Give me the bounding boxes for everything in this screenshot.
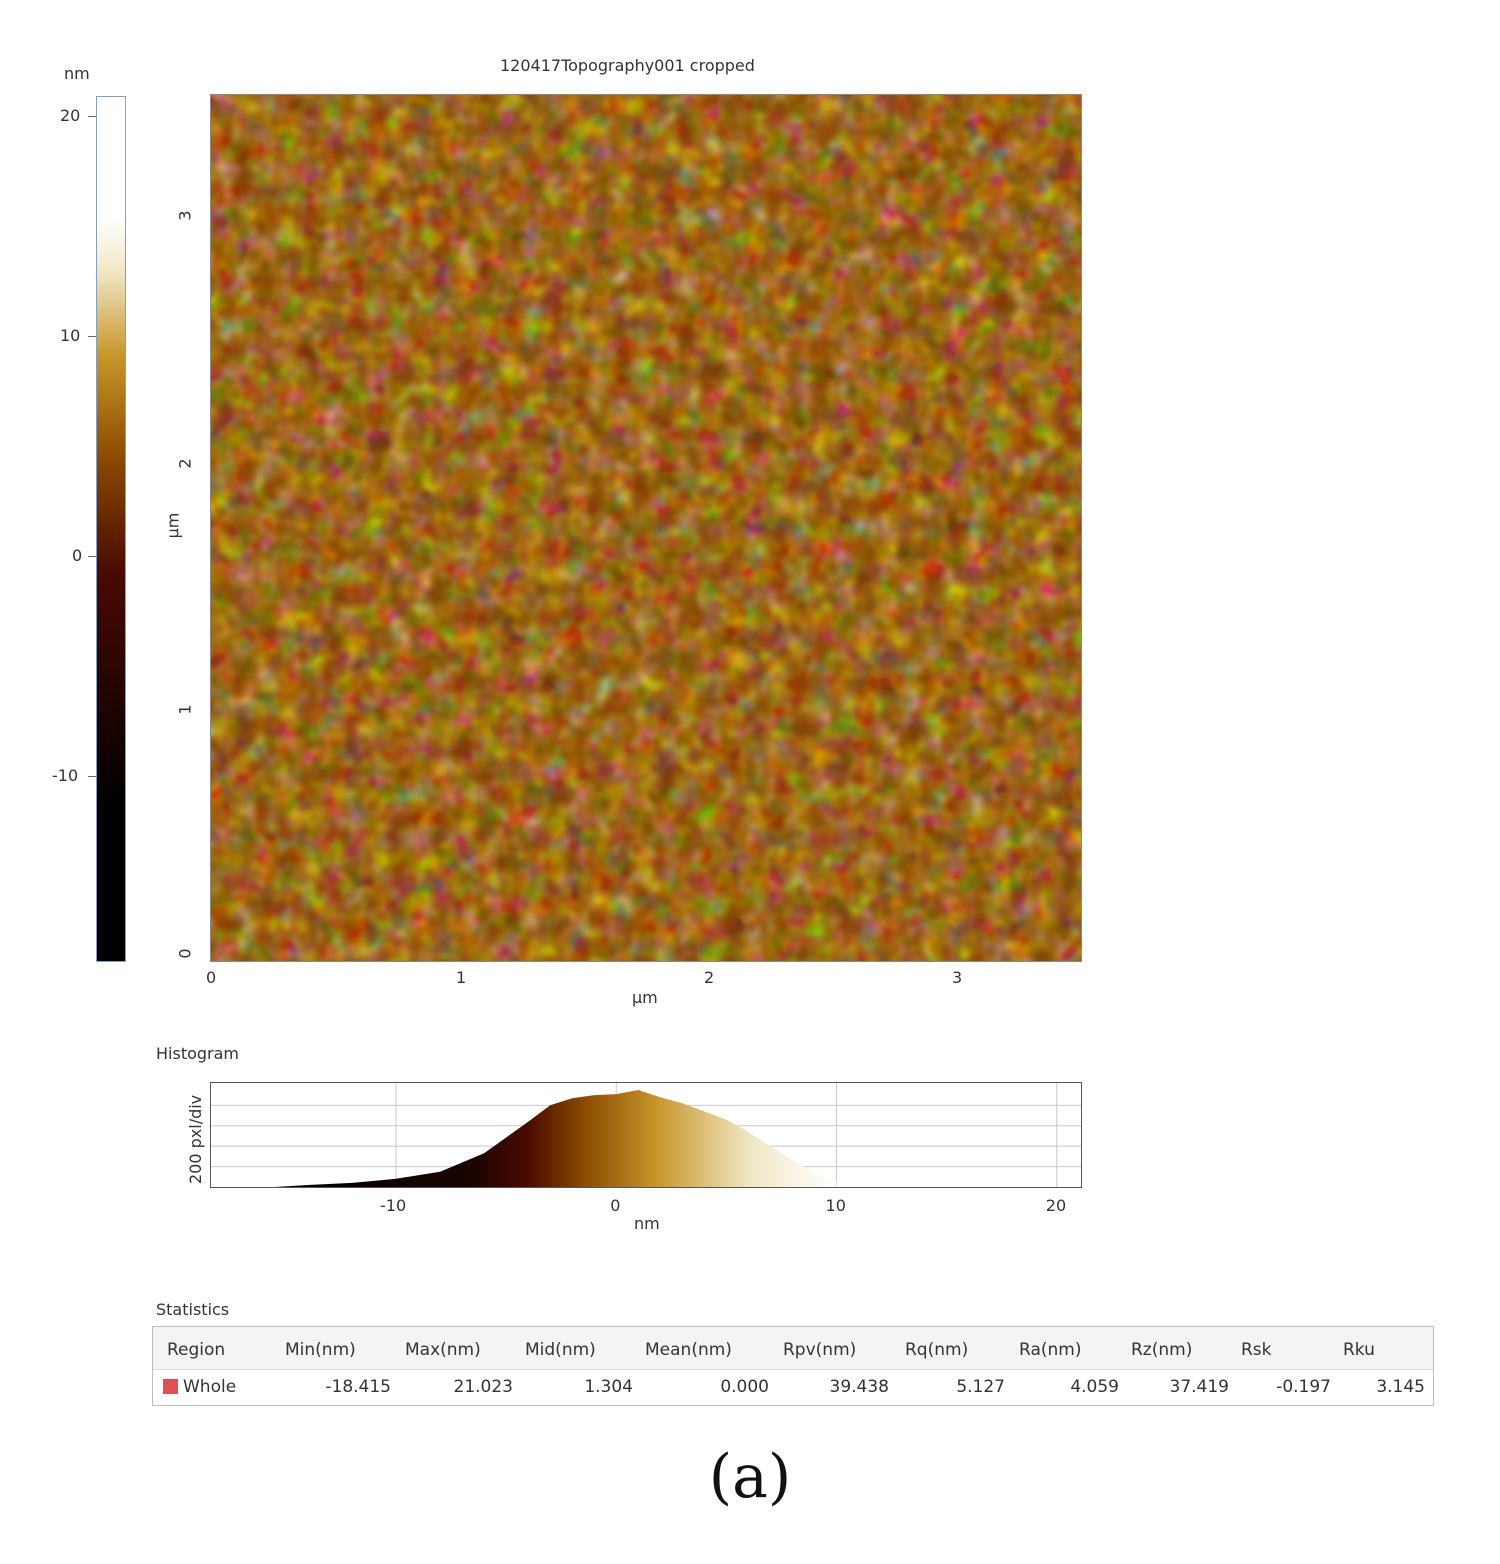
- column-header: Rpv(nm): [783, 1340, 857, 1360]
- histogram-svg: [211, 1083, 1081, 1187]
- table-cell: Whole: [183, 1377, 237, 1397]
- histogram-area: [274, 1090, 837, 1187]
- y-tick: 1: [175, 704, 195, 715]
- colorbar-tick: 20: [60, 106, 81, 125]
- histogram-plot: [210, 1082, 1082, 1188]
- region-color-swatch: [163, 1379, 178, 1394]
- column-header: Ra(nm): [1019, 1340, 1082, 1360]
- column-header: Max(nm): [405, 1340, 481, 1360]
- figure-caption: (a): [708, 1442, 792, 1512]
- column-header: Rz(nm): [1131, 1340, 1193, 1360]
- topography-map: [211, 95, 1081, 961]
- column-header: Mean(nm): [645, 1340, 732, 1360]
- column-header: Region: [167, 1340, 226, 1360]
- table-cell: 21.023: [453, 1377, 513, 1397]
- y-tick: 2: [175, 458, 195, 469]
- histogram-x-tick: 10: [825, 1196, 846, 1215]
- histogram-xlabel: nm: [634, 1214, 660, 1233]
- colorbar-tick: -10: [52, 766, 79, 785]
- x-tick: 0: [206, 968, 217, 987]
- statistics-header: [153, 1327, 1433, 1370]
- table-cell: 3.145: [1376, 1377, 1425, 1397]
- column-header: Mid(nm): [525, 1340, 596, 1360]
- column-header: Rq(nm): [905, 1340, 969, 1360]
- x-axis-label: µm: [632, 988, 658, 1007]
- colorbar-tick: 10: [60, 326, 81, 345]
- colorbar-tick: 0: [72, 546, 83, 565]
- statistics-table: Region Min(nm) Max(nm) Mid(nm) Mean(nm) …: [152, 1326, 1434, 1406]
- table-cell: 4.059: [1070, 1377, 1119, 1397]
- x-tick: 3: [952, 968, 963, 987]
- histogram-ylabel: 200 pxl/div: [186, 1094, 205, 1184]
- y-axis-label: µm: [163, 512, 183, 539]
- table-cell: 5.127: [956, 1377, 1005, 1397]
- topography-image: [210, 94, 1082, 962]
- x-tick: 1: [456, 968, 467, 987]
- y-tick: 3: [175, 210, 195, 221]
- histogram-title: Histogram: [156, 1044, 239, 1063]
- colorbar-unit: nm: [64, 64, 90, 83]
- table-cell: -0.197: [1276, 1377, 1331, 1397]
- table-cell: 1.304: [584, 1377, 633, 1397]
- table-cell: 39.438: [829, 1377, 889, 1397]
- table-cell: 0.000: [720, 1377, 769, 1397]
- histogram-x-tick: -10: [380, 1196, 407, 1215]
- histogram-x-tick: 0: [610, 1196, 621, 1215]
- colorbar: [96, 96, 126, 962]
- table-cell: 37.419: [1169, 1377, 1229, 1397]
- y-tick: 0: [175, 948, 195, 959]
- column-header: Min(nm): [285, 1340, 356, 1360]
- statistics-title: Statistics: [156, 1300, 230, 1319]
- column-header: Rku: [1343, 1340, 1375, 1360]
- table-cell: -18.415: [325, 1377, 391, 1397]
- column-header: Rsk: [1241, 1340, 1272, 1360]
- x-tick: 2: [704, 968, 715, 987]
- histogram-x-tick: 20: [1045, 1196, 1067, 1215]
- image-title: 120417Topography001 cropped: [500, 56, 755, 75]
